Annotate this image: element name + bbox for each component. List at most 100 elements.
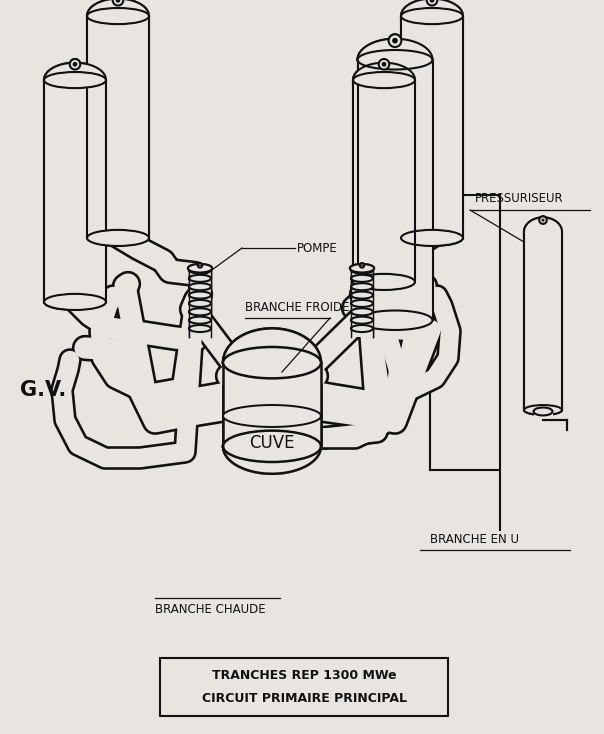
Bar	[533, 412, 553, 419]
Circle shape	[388, 34, 402, 47]
Text: POMPE: POMPE	[297, 241, 338, 255]
Bar	[358, 59, 432, 320]
Ellipse shape	[351, 283, 373, 290]
Text: CUVE: CUVE	[249, 434, 295, 451]
Ellipse shape	[351, 275, 373, 282]
Bar	[524, 232, 562, 410]
Circle shape	[199, 264, 201, 266]
Ellipse shape	[188, 264, 212, 272]
Circle shape	[427, 0, 437, 6]
Ellipse shape	[188, 264, 212, 272]
Circle shape	[360, 264, 364, 268]
Text: BRANCHE FROIDE: BRANCHE FROIDE	[245, 301, 350, 314]
Circle shape	[115, 0, 120, 3]
Ellipse shape	[524, 405, 562, 415]
Circle shape	[199, 264, 201, 266]
Bar	[44, 80, 106, 302]
Circle shape	[541, 219, 545, 222]
Circle shape	[198, 264, 202, 268]
Bar	[353, 80, 415, 282]
Circle shape	[361, 264, 363, 266]
Ellipse shape	[189, 266, 211, 274]
Ellipse shape	[401, 230, 463, 246]
Bar	[223, 363, 321, 446]
Circle shape	[379, 59, 389, 70]
Ellipse shape	[87, 230, 149, 246]
Ellipse shape	[350, 264, 374, 272]
Ellipse shape	[223, 347, 321, 378]
Ellipse shape	[351, 291, 373, 299]
Ellipse shape	[353, 274, 415, 290]
Ellipse shape	[223, 431, 321, 462]
Ellipse shape	[351, 325, 373, 332]
Ellipse shape	[351, 308, 373, 316]
Bar	[401, 16, 463, 238]
Ellipse shape	[351, 291, 373, 299]
Circle shape	[429, 0, 434, 3]
Ellipse shape	[353, 72, 415, 88]
Bar	[87, 16, 149, 238]
Ellipse shape	[358, 50, 432, 70]
Circle shape	[360, 264, 364, 268]
Ellipse shape	[195, 307, 205, 310]
Text: CIRCUIT PRIMAIRE PRINCIPAL: CIRCUIT PRIMAIRE PRINCIPAL	[202, 692, 406, 705]
Bar	[524, 232, 562, 410]
Text: PRESSURISEUR: PRESSURISEUR	[475, 192, 564, 205]
Ellipse shape	[189, 308, 211, 316]
Ellipse shape	[351, 275, 373, 282]
FancyBboxPatch shape	[160, 658, 448, 716]
Bar	[87, 16, 149, 238]
Ellipse shape	[189, 325, 211, 332]
Ellipse shape	[189, 300, 211, 307]
Circle shape	[427, 0, 437, 6]
Ellipse shape	[189, 291, 211, 299]
Text: BRANCHE EN U: BRANCHE EN U	[430, 533, 519, 546]
Ellipse shape	[533, 407, 553, 415]
Ellipse shape	[353, 274, 415, 290]
Ellipse shape	[223, 405, 321, 427]
Ellipse shape	[44, 72, 106, 88]
Circle shape	[113, 0, 123, 6]
Ellipse shape	[358, 310, 432, 330]
Ellipse shape	[189, 283, 211, 290]
Circle shape	[429, 0, 434, 3]
Ellipse shape	[351, 266, 373, 274]
Ellipse shape	[524, 405, 562, 415]
Bar	[353, 80, 415, 282]
Bar	[189, 270, 211, 337]
Circle shape	[113, 0, 123, 6]
Ellipse shape	[357, 298, 367, 301]
Ellipse shape	[351, 300, 373, 307]
Ellipse shape	[533, 407, 553, 415]
Ellipse shape	[401, 230, 463, 246]
Ellipse shape	[189, 275, 211, 282]
Ellipse shape	[223, 431, 321, 462]
Ellipse shape	[351, 300, 373, 307]
Bar	[358, 59, 432, 320]
Ellipse shape	[87, 8, 149, 24]
Ellipse shape	[350, 264, 374, 272]
Circle shape	[69, 59, 80, 70]
Circle shape	[379, 59, 389, 70]
Circle shape	[72, 62, 77, 67]
Circle shape	[388, 34, 402, 47]
Ellipse shape	[189, 308, 211, 316]
Ellipse shape	[223, 405, 321, 427]
Ellipse shape	[189, 325, 211, 332]
Ellipse shape	[358, 310, 432, 330]
Bar	[351, 270, 373, 337]
Circle shape	[382, 62, 387, 67]
Ellipse shape	[351, 266, 373, 274]
Circle shape	[72, 62, 77, 67]
Bar	[401, 16, 463, 238]
Circle shape	[392, 37, 398, 43]
Ellipse shape	[44, 294, 106, 310]
Bar	[189, 270, 211, 337]
Ellipse shape	[189, 316, 211, 324]
Ellipse shape	[353, 72, 415, 88]
Circle shape	[541, 219, 545, 222]
Ellipse shape	[357, 307, 367, 310]
Circle shape	[361, 264, 363, 266]
Ellipse shape	[189, 300, 211, 307]
Bar	[533, 412, 553, 419]
